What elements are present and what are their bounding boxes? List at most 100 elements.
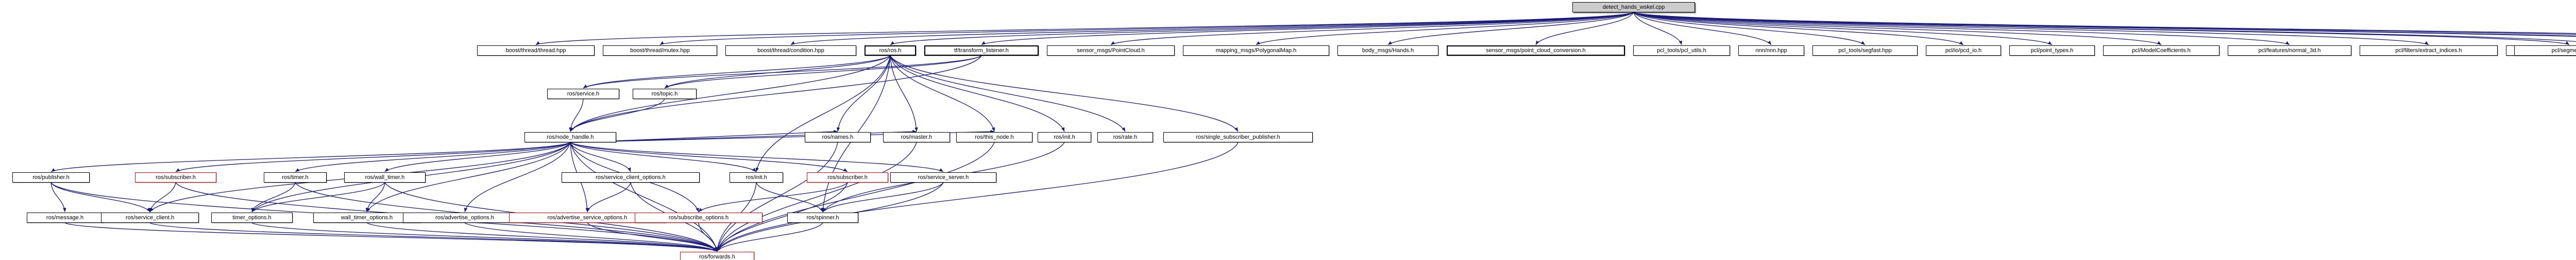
graph-node[interactable]: ros/names.h: [805, 132, 871, 142]
graph-node[interactable]: ros/wall_timer.h: [344, 172, 426, 183]
graph-node[interactable]: ros/service_client_options.h: [562, 172, 700, 183]
graph-node[interactable]: pcl/ModelCoefficients.h: [2103, 45, 2219, 56]
graph-node-label: detect_hands_wskel.cpp: [1602, 4, 1665, 10]
graph-node-label: ros/init.h: [1054, 134, 1075, 140]
graph-node[interactable]: ros/init.h: [730, 172, 783, 183]
graph-node[interactable]: ros/service_server.h: [890, 172, 996, 183]
graph-node[interactable]: ros/advertise_options.h: [403, 213, 527, 223]
graph-edge: [698, 182, 848, 213]
graph-node[interactable]: ros/init.h: [1038, 132, 1091, 142]
graph-node-label: ros/service_server.h: [918, 174, 969, 181]
graph-node[interactable]: ros/node_handle.h: [524, 132, 616, 142]
graph-node-label: ros/advertise_service_options.h: [547, 214, 628, 221]
graph-node[interactable]: pcl_tools/segfast.hpp: [1812, 45, 1918, 56]
graph-edge: [1256, 12, 1634, 45]
graph-node[interactable]: pcl/io/pcd_io.h: [1926, 45, 2001, 56]
graph-node[interactable]: ros/subscriber.h: [807, 172, 888, 183]
graph-node[interactable]: pcl/filters/extract_indices.h: [2360, 45, 2498, 56]
graph-node[interactable]: pcl/features/normal_3d.h: [2228, 45, 2351, 56]
graph-node-label: mapping_msgs/PolygonalMap.h: [1215, 47, 1297, 54]
graph-node-label: ros/publisher.h: [32, 174, 70, 181]
graph-edge: [570, 142, 631, 172]
graph-edge: [149, 222, 718, 252]
graph-edge: [366, 142, 571, 213]
graph-node[interactable]: ros/topic.h: [633, 89, 697, 99]
graph-edge: [587, 222, 718, 252]
graph-node-label: timer_options.h: [232, 214, 272, 221]
graph-edge: [1110, 12, 1634, 45]
graph-node-label: sensor_msgs/PointCloud.h: [1077, 47, 1145, 54]
graph-node-label: ros/message.h: [46, 214, 84, 221]
graph-edge: [50, 182, 150, 213]
graph-node[interactable]: ros/rate.h: [1097, 132, 1153, 142]
graph-node-label: ros/forwards.h: [699, 253, 735, 260]
graph-node-label: wall_timer_options.h: [341, 214, 393, 221]
graph-edge: [1633, 12, 2290, 45]
graph-edge: [659, 12, 1634, 45]
graph-node[interactable]: ros/subscribe_options.h: [635, 213, 762, 223]
graph-edge: [570, 142, 757, 172]
graph-edge: [384, 142, 571, 172]
graph-node-label: ros/spinner.h: [806, 214, 839, 221]
graph-node[interactable]: pcl/point_types.h: [2009, 45, 2095, 56]
graph-edge: [464, 222, 718, 252]
graph-edge: [570, 55, 891, 132]
graph-edge: [1633, 12, 1772, 45]
graph-node[interactable]: tf/transform_listener.h: [924, 45, 1039, 56]
graph-node[interactable]: boost/thread/condition.hpp: [725, 45, 856, 56]
graph-node[interactable]: sensor_msgs/point_cloud_conversion.h: [1447, 45, 1625, 56]
graph-edge: [1633, 12, 1683, 45]
graph-edge: [716, 142, 838, 252]
graph-node-label: pcl/segmentation/sac_segmentation.h: [2551, 47, 2576, 54]
graph-node[interactable]: ros/this_node.h: [956, 132, 1032, 142]
graph-node[interactable]: ros/service_client.h: [101, 213, 199, 223]
graph-node-label: ros/subscriber.h: [156, 174, 196, 181]
graph-node-label: body_msgs/Hands.h: [1362, 47, 1414, 54]
graph-node[interactable]: ros/service.h: [547, 89, 619, 99]
graph-node-label: pcl/filters/extract_indices.h: [2395, 47, 2462, 54]
graph-root-node[interactable]: detect_hands_wskel.cpp: [1572, 2, 1695, 12]
graph-edge: [366, 222, 718, 252]
graph-node-label: ros/init.h: [745, 174, 767, 181]
graph-node-label: pcl/features/normal_3d.h: [2258, 47, 2321, 54]
graph-edge: [890, 55, 995, 132]
graph-node-label: ros/wall_timer.h: [365, 174, 405, 181]
graph-node-label: ros/subscribe_options.h: [668, 214, 729, 221]
graph-edge: [890, 55, 1065, 132]
graph-node-label: boost/thread/thread.hpp: [505, 47, 566, 54]
graph-node[interactable]: ros/forwards.h: [680, 252, 754, 260]
graph-edge: [890, 55, 1239, 132]
graph-edge: [890, 55, 1126, 132]
graph-edge: [1633, 12, 2429, 45]
graph-node-label: ros/service_client.h: [125, 214, 175, 221]
graph-edge: [583, 55, 891, 89]
graph-node[interactable]: ros/message.h: [27, 213, 103, 223]
graph-edge: [586, 182, 631, 213]
graph-node[interactable]: boost/thread/mutex.hpp: [603, 45, 717, 56]
graph-node[interactable]: boost/thread/thread.hpp: [477, 45, 595, 56]
graph-edge: [1633, 12, 2053, 45]
graph-node[interactable]: ros/timer.h: [264, 172, 327, 183]
graph-node[interactable]: ros/publisher.h: [12, 172, 90, 183]
graph-node[interactable]: ros/spinner.h: [787, 213, 858, 223]
graph-node[interactable]: pcl_tools/pcl_utils.h: [1633, 45, 1730, 56]
graph-node-label: sensor_msgs/point_cloud_conversion.h: [1486, 47, 1586, 54]
graph-node[interactable]: nnn/nnn.hpp: [1738, 45, 1804, 56]
graph-node[interactable]: sensor_msgs/PointCloud.h: [1047, 45, 1175, 56]
graph-edge: [1633, 12, 2162, 45]
graph-node[interactable]: body_msgs/Hands.h: [1337, 45, 1438, 56]
graph-node[interactable]: timer_options.h: [211, 213, 293, 223]
graph-edge: [1535, 12, 1634, 45]
graph-node[interactable]: ros/master.h: [883, 132, 950, 142]
graph-edge: [717, 142, 917, 252]
graph-edge: [570, 55, 982, 132]
graph-edge: [836, 55, 891, 132]
graph-node[interactable]: ros/subscriber.h: [135, 172, 216, 183]
graph-edge: [295, 142, 571, 172]
graph-edge: [570, 142, 848, 172]
graph-node[interactable]: ros/single_subscriber_publisher.h: [1163, 132, 1313, 142]
graph-node-label: boost/thread/mutex.hpp: [630, 47, 690, 54]
graph-node[interactable]: mapping_msgs/PolygonalMap.h: [1183, 45, 1329, 56]
graph-node[interactable]: ros/ros.h: [865, 45, 916, 56]
graph-node[interactable]: pcl/segmentation/sac_segmentation.h: [2514, 45, 2576, 56]
